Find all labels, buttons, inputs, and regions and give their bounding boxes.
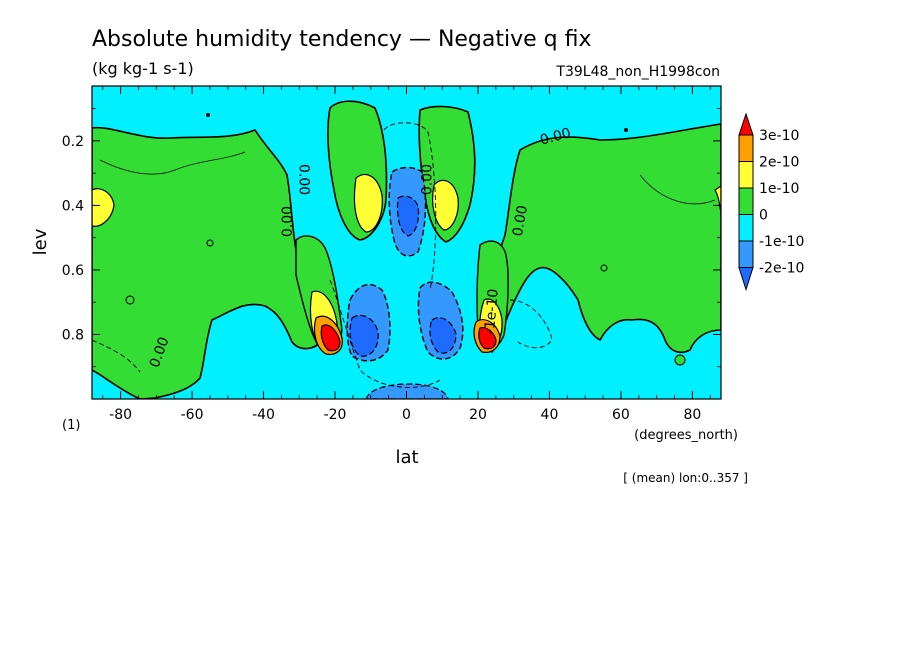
x-axis-units: (degrees_north) bbox=[634, 428, 738, 443]
x-tick-label: 20 bbox=[469, 407, 487, 423]
contour-label: 0.00 bbox=[295, 164, 311, 195]
y-axis-label: lev bbox=[30, 228, 51, 255]
colorbar-segment bbox=[738, 161, 754, 189]
chart-units: (kg kg-1 s-1) bbox=[92, 59, 194, 78]
x-tick-label: -80 bbox=[109, 407, 132, 423]
contour-label: 0.00 bbox=[280, 206, 296, 237]
yellow-patch-right-edge bbox=[714, 185, 721, 216]
contour-spot bbox=[624, 128, 628, 132]
contour-labels: 0.000.000.000.000.000.00-1e-10 bbox=[147, 125, 573, 370]
run-name: T39L48_non_H1998con bbox=[555, 64, 720, 80]
y-tick-label: 0.8 bbox=[62, 327, 84, 343]
x-tick-label: 60 bbox=[612, 407, 630, 423]
contour-spot bbox=[600, 264, 608, 272]
colorbar-segment bbox=[738, 134, 754, 162]
colorbar-bottom-arrow bbox=[738, 267, 754, 292]
dashed-contour-right bbox=[509, 299, 553, 349]
contour-label: -1e-10 bbox=[482, 288, 502, 335]
colorbar-label: 2e-10 bbox=[759, 155, 799, 171]
colorbar-segment bbox=[738, 187, 754, 215]
chart-title: Absolute humidity tendency — Negative q … bbox=[92, 27, 592, 52]
contour-spot bbox=[206, 113, 210, 117]
contour-spot bbox=[125, 295, 135, 305]
colorbar-segment bbox=[738, 214, 754, 242]
x-axis: -80 -60 -40 -20 0 20 40 60 80 bbox=[102, 86, 711, 423]
x-tick-label: 0 bbox=[402, 407, 411, 423]
contour-label: 0.00 bbox=[538, 125, 572, 149]
colorbar-label: -1e-10 bbox=[759, 234, 804, 250]
negative-core-right-low bbox=[429, 317, 457, 354]
yellow-patch-far-left bbox=[92, 188, 115, 227]
x-axis-label: lat bbox=[395, 447, 418, 468]
x-tick-label: 40 bbox=[541, 407, 559, 423]
negative-core-left-low bbox=[349, 314, 379, 357]
y-tick-label: 0.2 bbox=[62, 134, 84, 150]
red-max-left bbox=[320, 324, 341, 352]
colorbar-label: 0 bbox=[759, 208, 768, 224]
x-tick-label: 80 bbox=[683, 407, 701, 423]
yellow-patch-right-center bbox=[432, 179, 459, 231]
colorbar-segment bbox=[738, 240, 754, 268]
dashed-contour-far-left bbox=[92, 339, 141, 373]
colorbar: 3e-10 2e-10 1e-10 0 -1e-10 -2e-10 bbox=[738, 112, 804, 292]
dashed-contour-center bbox=[383, 122, 437, 291]
thin-contour-left bbox=[99, 151, 246, 175]
contour-spot bbox=[206, 239, 214, 247]
colorbar-label: -2e-10 bbox=[759, 261, 804, 277]
yellow-patch-left-center bbox=[353, 174, 383, 233]
x-tick-label: -20 bbox=[324, 407, 347, 423]
x-tick-label: -60 bbox=[181, 407, 204, 423]
colorbar-label: 1e-10 bbox=[759, 181, 799, 197]
red-max-right bbox=[478, 327, 497, 350]
y-axis: 0.2 0.4 0.6 0.8 bbox=[62, 108, 721, 368]
thin-contour-right bbox=[639, 174, 716, 205]
contour-spot bbox=[674, 354, 686, 366]
contour-label: 0.00 bbox=[420, 164, 436, 195]
panel-label: (1) bbox=[62, 418, 80, 433]
colorbar-top-arrow bbox=[738, 112, 754, 136]
y-tick-label: 0.4 bbox=[62, 198, 84, 214]
colorbar-label: 3e-10 bbox=[759, 128, 799, 144]
contour-field bbox=[92, 86, 721, 399]
negative-core-upper-center bbox=[396, 195, 420, 237]
y-tick-label: 0.6 bbox=[62, 263, 84, 279]
x-tick-label: -40 bbox=[252, 407, 275, 423]
contour-label: 0.00 bbox=[510, 204, 531, 237]
dashed-contour-left bbox=[329, 279, 441, 388]
footnote: [ (mean) lon:0..357 ] bbox=[623, 471, 748, 485]
